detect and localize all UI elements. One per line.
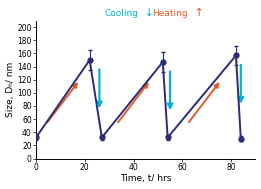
Text: ↑: ↑ (191, 8, 203, 18)
Text: Cooling: Cooling (104, 9, 138, 18)
X-axis label: Time, t/ hrs: Time, t/ hrs (120, 174, 171, 184)
Text: ↓: ↓ (141, 8, 154, 18)
Y-axis label: Size, Dₕ/ nm: Size, Dₕ/ nm (5, 62, 15, 117)
Text: Heating: Heating (152, 9, 188, 18)
